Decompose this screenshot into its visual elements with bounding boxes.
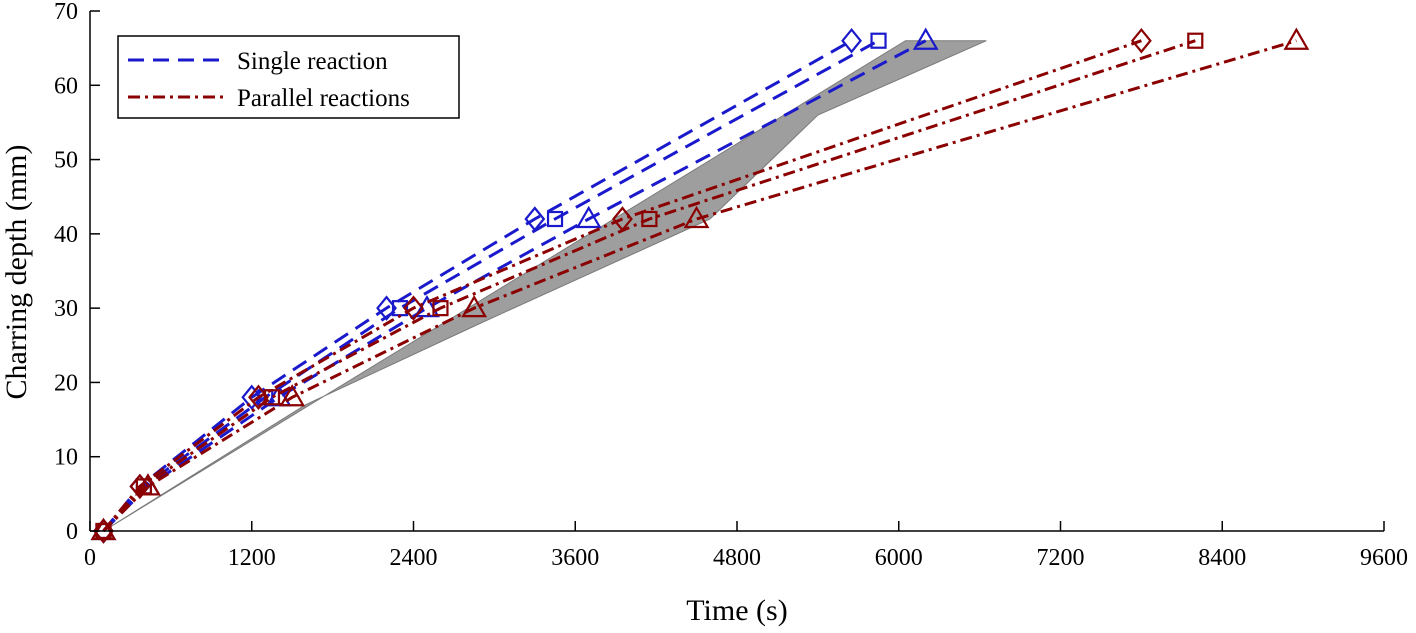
data-point-diamond [129, 473, 151, 500]
y-tick-label: 50 [54, 148, 78, 174]
x-tick-label: 4800 [713, 545, 761, 571]
data-point-square [641, 210, 658, 228]
data-point-diamond [841, 27, 862, 54]
x-tick-label: 2400 [390, 545, 438, 571]
x-tick-label: 3600 [551, 545, 599, 571]
x-tick-label: 7200 [1037, 545, 1085, 571]
data-point-square [546, 210, 564, 228]
y-tick-label: 70 [54, 0, 78, 25]
data-point-square [870, 32, 887, 49]
data-point-diamond [403, 295, 424, 321]
data-point-triangle [279, 384, 306, 407]
data-point-triangle [912, 27, 939, 50]
x-tick-label: 8400 [1198, 545, 1246, 571]
series-parallel-triangle [90, 27, 1310, 541]
series-line [102, 39, 853, 532]
data-point-diamond [1130, 27, 1152, 54]
series-layer [90, 27, 1310, 544]
data-point-triangle [461, 294, 488, 318]
data-point-square [263, 389, 281, 406]
ticks-layer: 0 1200 2400 3600 4800 6000 7200 8400 9600 0 10 20 30… [54, 0, 1408, 571]
legend-label-single-reaction: Single reaction [237, 48, 388, 75]
x-axis-title: Time (s) [686, 594, 787, 627]
y-axis-title: Charring depth (mm) [0, 145, 33, 400]
y-tick-label: 30 [54, 296, 78, 322]
legend: Single reaction Parallel reactions [117, 35, 460, 119]
y-tick-label: 40 [54, 222, 78, 248]
y-tick-label: 20 [54, 370, 78, 396]
data-point-triangle [135, 473, 161, 496]
series-line [102, 39, 1142, 532]
data-point-triangle [90, 517, 117, 541]
x-tick-label: 6000 [875, 545, 923, 571]
data-point-triangle [575, 205, 602, 229]
x-tick-label: 0 [84, 545, 96, 571]
x-tick-label: 1200 [228, 545, 276, 571]
legend-box [117, 35, 460, 119]
data-point-triangle [1283, 27, 1310, 50]
x-tick-label: 9600 [1360, 545, 1408, 571]
y-tick-label: 0 [66, 519, 78, 545]
data-point-triangle [683, 205, 710, 229]
y-tick-label: 60 [54, 73, 78, 99]
y-tick-label: 10 [54, 445, 78, 471]
data-point-square [1187, 32, 1204, 49]
data-point-square [432, 300, 449, 317]
legend-label-parallel-reactions: Parallel reactions [237, 85, 410, 112]
